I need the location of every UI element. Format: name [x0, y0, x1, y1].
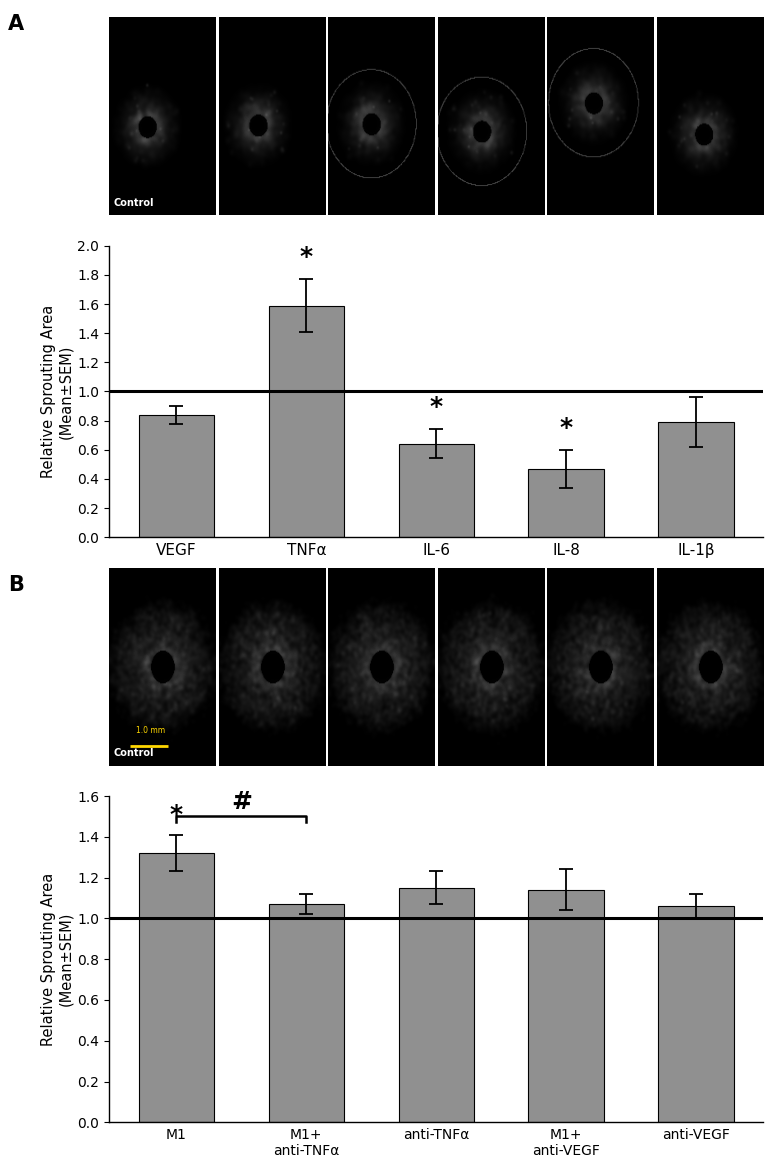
Text: 1.0 mm: 1.0 mm [136, 725, 165, 735]
Text: *: * [300, 245, 313, 270]
Text: #: # [231, 790, 252, 815]
Bar [658, 422, 734, 537]
Bar [528, 890, 604, 1122]
Bar [269, 904, 344, 1122]
Y-axis label: Relative Sprouting Area
(Mean±SEM): Relative Sprouting Area (Mean±SEM) [41, 304, 73, 478]
Bar [658, 906, 734, 1122]
Text: *: * [430, 396, 442, 419]
Y-axis label: Relative Sprouting Area
(Mean±SEM): Relative Sprouting Area (Mean±SEM) [41, 872, 73, 1046]
Bar [528, 469, 604, 537]
Bar [139, 415, 214, 537]
Bar [399, 444, 474, 537]
Text: A: A [8, 14, 24, 34]
Text: *: * [170, 803, 183, 826]
Text: B: B [8, 575, 23, 595]
Text: Control: Control [113, 198, 153, 207]
Bar [399, 887, 474, 1122]
Bar [139, 853, 214, 1122]
Text: *: * [559, 415, 573, 440]
Bar [269, 305, 344, 537]
Text: Control: Control [113, 747, 153, 758]
